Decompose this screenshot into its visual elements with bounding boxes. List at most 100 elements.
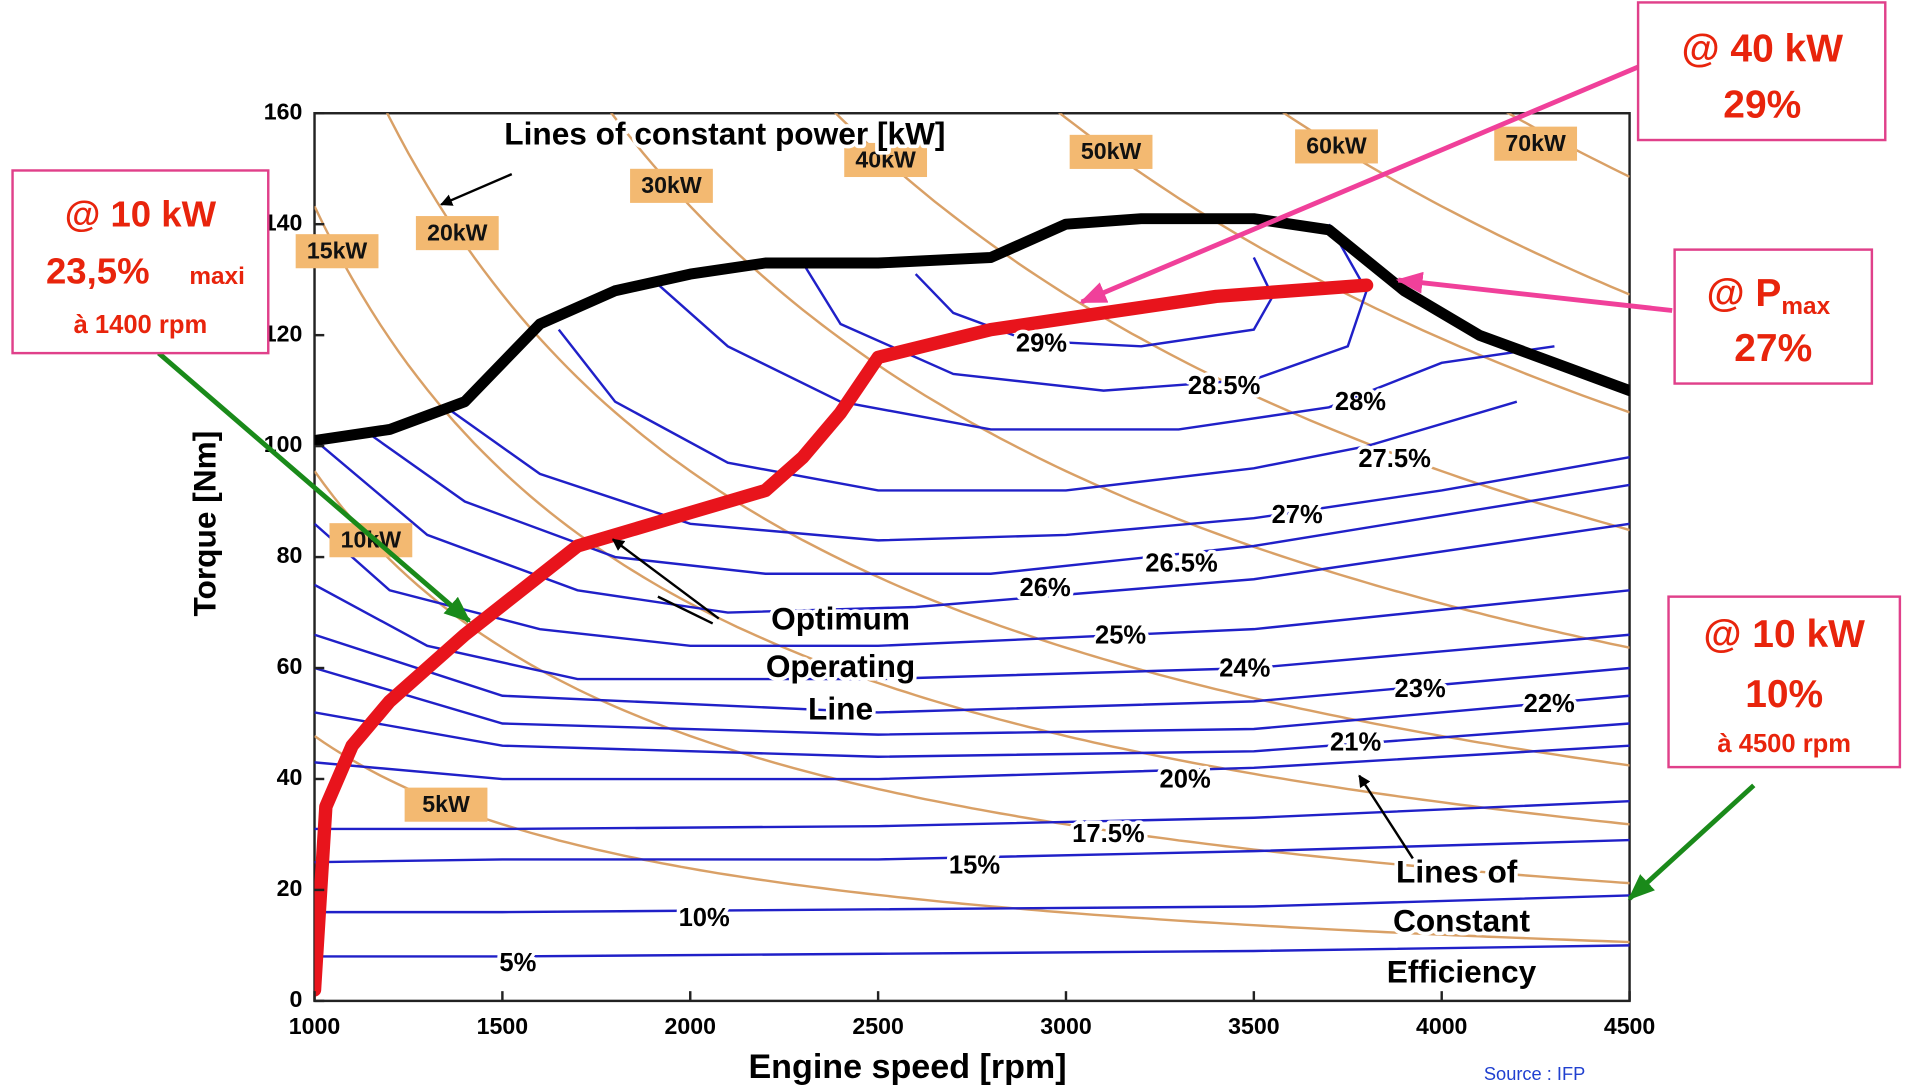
power-label: 60kW: [1306, 133, 1367, 159]
power-label-box: [844, 142, 928, 178]
y-tick-label: 120: [264, 320, 303, 346]
power-label-box: [1494, 126, 1578, 161]
y-tick-label: 100: [264, 431, 303, 457]
power-line: [1057, 113, 1630, 414]
efficiency-line: [557, 328, 1518, 492]
efficiency-label: 26%: [1020, 574, 1071, 602]
power-label: 70kW: [1505, 130, 1566, 156]
power-label: 30kW: [641, 172, 702, 198]
x-tick-label: 3500: [1228, 1013, 1279, 1039]
arrow: [1358, 774, 1414, 860]
x-axis-label: Engine speed [rpm]: [748, 1048, 1066, 1086]
efficiency-label: 15%: [949, 852, 1000, 880]
x-tick-label: 2000: [665, 1013, 716, 1039]
power-label-box: [630, 168, 713, 203]
x-tick-label: 3000: [1040, 1013, 1091, 1039]
power-label: 20kW: [427, 219, 488, 245]
efficiency-label: 27.5%: [1358, 445, 1431, 473]
power-label: 40kW: [855, 146, 916, 172]
power-label: 15kW: [307, 238, 368, 264]
efficiency-line: [314, 799, 1630, 831]
efficiency-label: 27%: [1272, 501, 1323, 529]
efficiency-line: [321, 445, 1630, 614]
efficiency-label: 21%: [1330, 729, 1381, 757]
power-label: 50kW: [1081, 138, 1142, 164]
callout-text: @ 10 kW: [65, 193, 217, 234]
callout-box: [1667, 595, 1902, 769]
efficiency-line: [801, 223, 1368, 392]
callout-box: [1636, 1, 1887, 142]
x-tick-label: 1500: [477, 1013, 528, 1039]
y-tick-label: 160: [264, 98, 303, 124]
x-tick-label: 1000: [289, 1013, 340, 1039]
power-label-box: [329, 523, 413, 558]
power-label: 5kW: [422, 791, 470, 817]
efficiency-label: 28.5%: [1188, 372, 1261, 400]
efficiency-line: [445, 406, 1630, 542]
efficiency-line: [314, 711, 1630, 758]
callout-text: @ 40 kW: [1682, 27, 1844, 70]
power-line: [834, 113, 1630, 532]
efficiency-label: 24%: [1219, 654, 1270, 682]
y-tick-label: 60: [277, 653, 303, 679]
y-tick-label: 140: [264, 209, 303, 235]
power-label-box: [295, 234, 379, 269]
x-tick-label: 4500: [1604, 1013, 1655, 1039]
y-tick-label: 40: [277, 764, 303, 790]
efficiency-line: [314, 838, 1630, 864]
efficiency-label: 10%: [679, 904, 730, 932]
arrow: [611, 538, 720, 620]
annotation: Lines of constant power [kW]: [504, 116, 945, 152]
efficiency-label: 5%: [499, 949, 536, 977]
power-line: [314, 470, 1630, 885]
max-torque-line: [314, 213, 1630, 447]
efficiency-line: [314, 633, 1630, 714]
x-tick-label: 2500: [852, 1013, 903, 1039]
callout-text: 27%: [1734, 327, 1812, 370]
annotation: Constant: [1393, 902, 1531, 938]
callout-text: à 1400 rpm: [74, 311, 208, 339]
arrow: [657, 595, 714, 625]
efficiency-label: 22%: [1524, 690, 1575, 718]
callout-text: 23,5%: [46, 251, 150, 292]
power-line: [610, 113, 1630, 649]
efficiency-line: [651, 278, 1555, 431]
power-label-box: [1069, 134, 1153, 169]
x-tick-label: 4000: [1416, 1013, 1467, 1039]
callout-arrow: [157, 351, 472, 623]
power-label-box: [415, 216, 499, 251]
efficiency-label: 29%: [1016, 329, 1067, 357]
efficiency-line: [370, 434, 1630, 575]
callout-text: maxi: [189, 263, 245, 290]
callout-arrow: [1395, 271, 1673, 313]
power-line: [314, 735, 1630, 944]
callout-text: à 4500 rpm: [1717, 730, 1851, 758]
efficiency-label: 23%: [1395, 675, 1446, 703]
annotation: Line: [808, 690, 873, 726]
y-axis-label: Torque [Nm]: [187, 431, 223, 617]
callout-box: [11, 169, 270, 355]
annotation: Efficiency: [1387, 953, 1537, 989]
y-tick-label: 80: [277, 542, 303, 568]
power-line: [1282, 113, 1630, 296]
power-label-box: [1295, 129, 1378, 164]
callout-box: [1673, 248, 1874, 385]
labels: 0 20 40 60 80 100 120 140 160 1000 1500 2000 2500 300…: [264, 98, 1656, 1038]
power-label-box: [404, 787, 488, 822]
callout-text: @ Pmax: [1707, 272, 1831, 320]
callout-text: 29%: [1723, 83, 1801, 126]
annotation: Operating: [766, 648, 915, 684]
optimum-line: [314, 278, 1374, 997]
efficiency-label: 20%: [1160, 765, 1211, 793]
annotation: Lines of: [1396, 854, 1518, 890]
efficiency-lines: [314, 223, 1630, 958]
annotation: Optimum: [771, 600, 910, 636]
efficiency-line: [314, 944, 1630, 958]
y-tick-label: 20: [277, 875, 303, 901]
efficiency-line: [314, 522, 1630, 648]
efficiency-label: 28%: [1335, 388, 1386, 416]
callout-text: @ 10 kW: [1704, 613, 1866, 656]
callout-subscript: max: [1781, 293, 1830, 320]
callout-arrow: [1627, 783, 1756, 901]
